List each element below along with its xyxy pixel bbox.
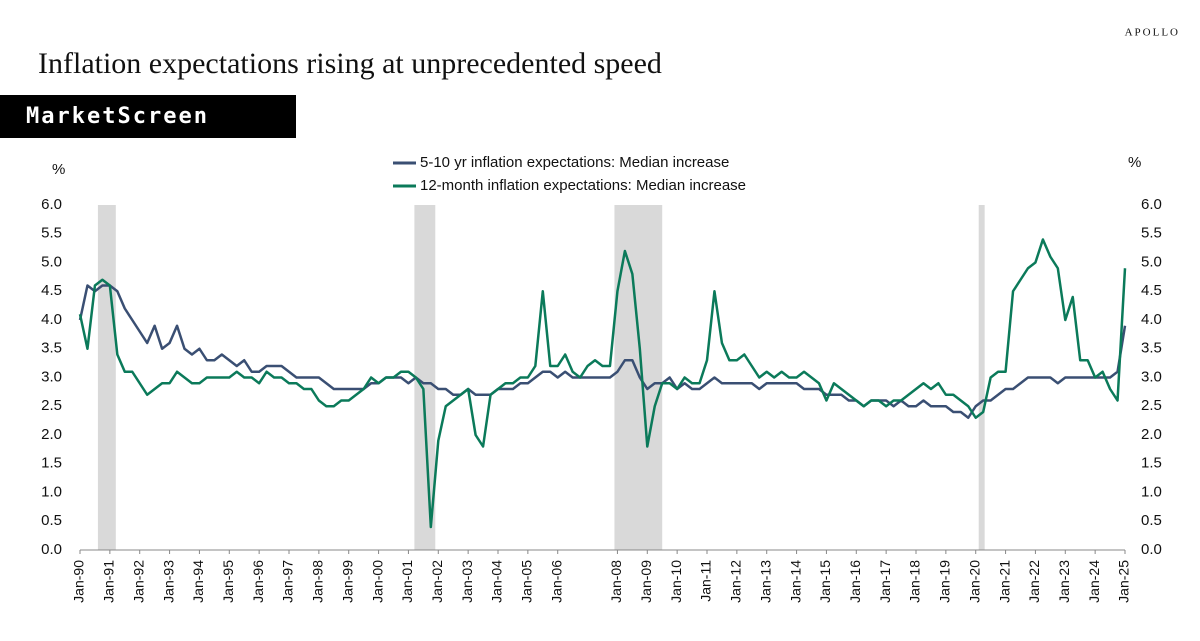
y-tick-label: 1.5 [41,455,62,472]
x-tick-label: Jan-20 [966,560,982,603]
x-tick-label: Jan-04 [489,560,505,603]
recession-band [414,205,436,550]
x-tick-label: Jan-19 [937,560,953,603]
x-tick-label: Jan-09 [638,560,654,603]
x-tick-label: Jan-22 [1026,560,1042,603]
x-tick-label: Jan-25 [1116,560,1132,603]
x-tick-label: Jan-02 [429,560,445,603]
banner: MarketScreen [26,104,209,129]
y2-tick-label: 1.0 [1141,483,1162,500]
x-tick-label: Jan-17 [877,560,893,603]
y2-tick-label: 2.5 [1141,397,1162,414]
y-tick-label: 2.0 [41,426,62,443]
x-tick-label: Jan-90 [71,560,87,603]
x-tick-label: Jan-01 [399,560,415,603]
y-tick-label: 0.0 [41,541,62,558]
x-tick-label: Jan-23 [1056,560,1072,603]
y2-tick-label: 2.0 [1141,426,1162,443]
y2-tick-label: 4.5 [1141,282,1162,299]
x-tick-label: Jan-93 [160,560,176,603]
x-tick-label: Jan-08 [608,560,624,603]
y2-tick-label: 3.5 [1141,340,1162,357]
x-tick-label: Jan-05 [519,560,535,603]
y-tick-label: 0.5 [41,512,62,529]
x-tick-label: Jan-92 [130,560,146,603]
x-tick-label: Jan-99 [339,560,355,603]
x-tick-label: Jan-96 [250,560,266,603]
y2-tick-label: 4.0 [1141,311,1162,328]
recession-band [97,205,116,550]
x-tick-label: Jan-98 [310,560,326,603]
brand: APOLLO [1125,27,1180,39]
x-tick-label: Jan-06 [548,560,564,603]
y-tick-label: 4.0 [41,311,62,328]
chart-title: Inflation expectations rising at unprece… [38,47,662,80]
recession-band [614,205,663,550]
y2-tick-label: 3.0 [1141,368,1162,385]
x-tick-label: Jan-94 [190,560,206,603]
y-tick-label: 4.5 [41,282,62,299]
y-tick-label: 5.5 [41,225,62,242]
y-label: % [52,161,65,178]
line-series [78,284,1127,419]
x-tick-label: Jan-18 [907,560,923,603]
x-tick-label: Jan-16 [847,560,863,603]
x-tick-label: Jan-00 [369,560,385,603]
x-tick-label: Jan-12 [728,560,744,603]
recession-band [978,205,985,550]
y2-tick-label: 5.5 [1141,225,1162,242]
x-tick-label: Jan-95 [220,560,236,603]
x-tick-label: Jan-24 [1086,560,1102,603]
line-series [78,238,1127,529]
y2-tick-label: 1.5 [1141,455,1162,472]
y2-tick-label: 0.5 [1141,512,1162,529]
y2-tick-label: 0.0 [1141,541,1162,558]
x-tick-label: Jan-03 [459,560,475,603]
x-tick-label: Jan-15 [817,560,833,603]
banner-bg [0,95,296,138]
y-tick-label: 3.0 [41,368,62,385]
y2-tick-label: 6.0 [1141,196,1162,213]
y-tick-label: 2.5 [41,397,62,414]
y-tick-label: 5.0 [41,253,62,270]
x-tick-label: Jan-13 [757,560,773,603]
x-tick-label: Jan-10 [668,560,684,603]
y2-label: % [1128,154,1141,171]
legend-label: 5-10 yr inflation expectations: Median i… [420,154,729,171]
y2-tick-label: 5.0 [1141,253,1162,270]
x-tick-label: Jan-14 [787,560,803,603]
x-tick-label: Jan-97 [280,560,296,603]
x-tick-label: Jan-21 [996,560,1012,603]
x-tick-label: Jan-11 [698,560,714,602]
y-tick-label: 6.0 [41,196,62,213]
y-tick-label: 3.5 [41,340,62,357]
y-tick-label: 1.0 [41,483,62,500]
legend-label: 12-month inflation expectations: Median … [420,177,746,194]
x-tick-label: Jan-91 [101,560,117,603]
